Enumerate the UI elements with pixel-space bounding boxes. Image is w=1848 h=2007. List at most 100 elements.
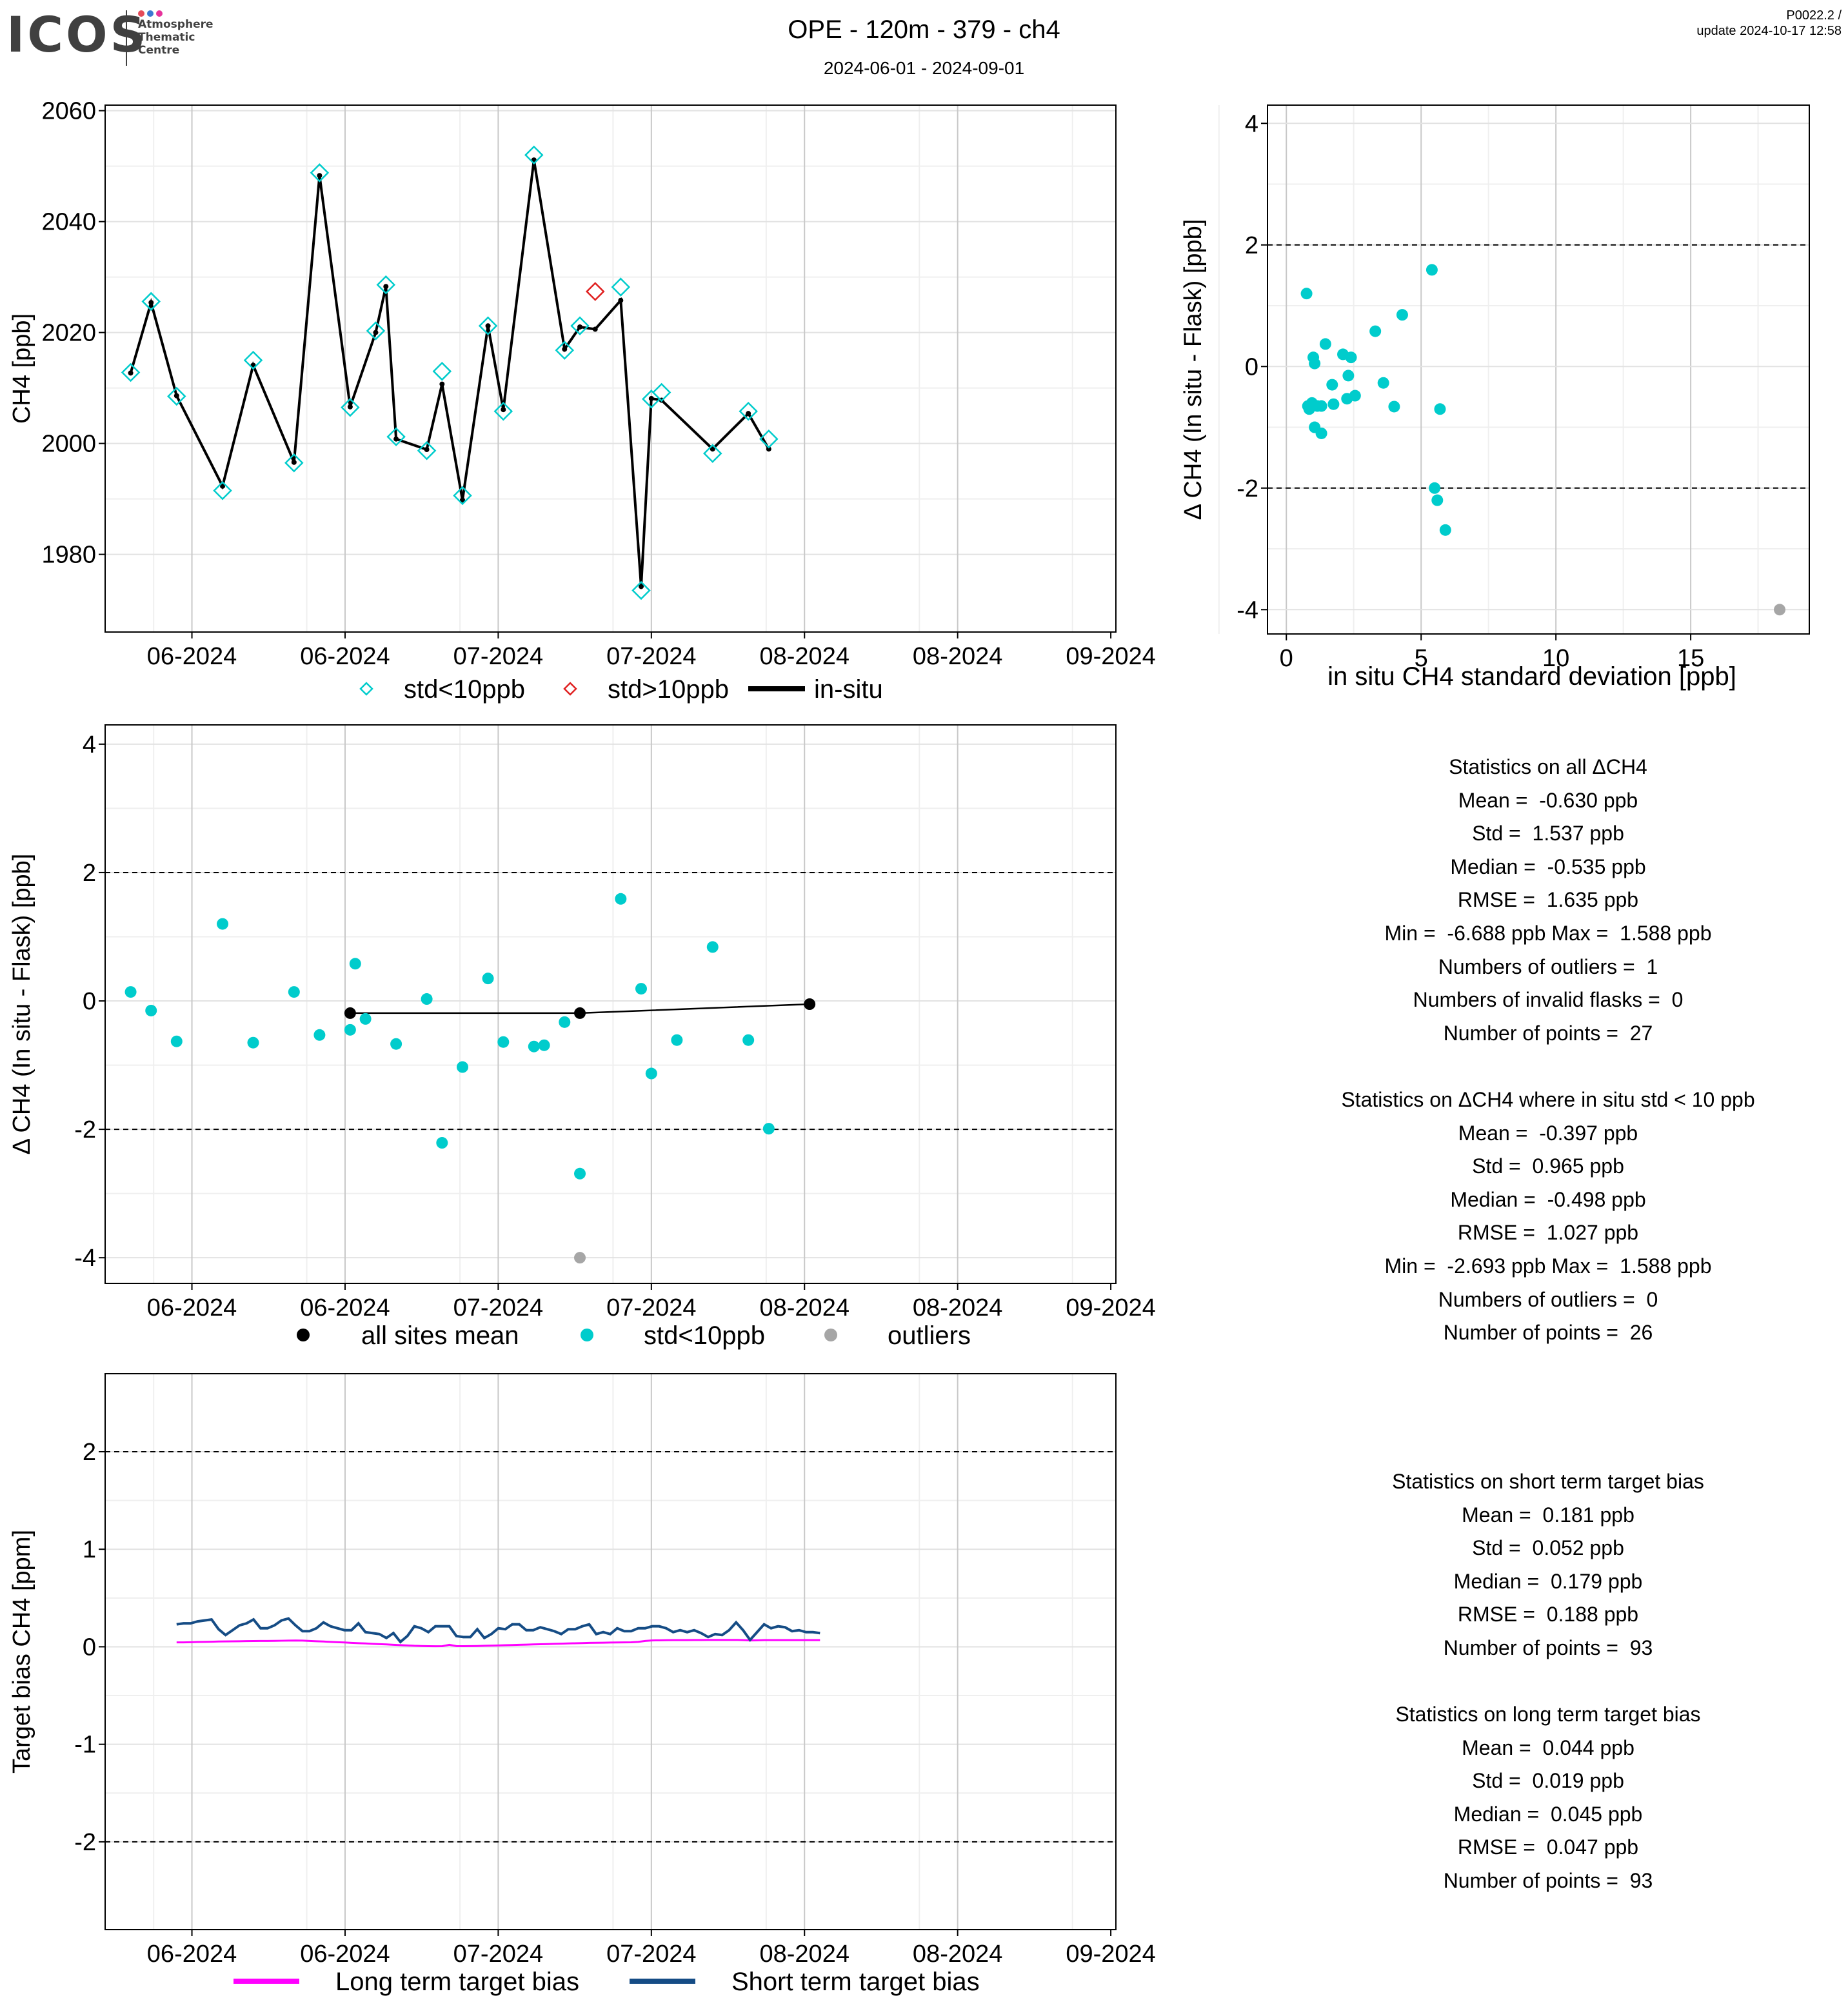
stats-all-delta: Statistics on all ΔCH4 Mean = -0.630 ppb…	[1226, 751, 1848, 1050]
scatter-point	[1309, 357, 1321, 370]
x-tick-label: 08-2024	[760, 643, 849, 670]
flask-point	[478, 316, 498, 336]
insitu-point	[577, 324, 583, 330]
plot-frame	[104, 724, 1117, 1284]
scatter-point	[1300, 288, 1313, 300]
stats-line: Number of points = 93	[1443, 1636, 1653, 1659]
stats-line: Numbers of invalid flasks = 0	[1413, 988, 1684, 1012]
flask-point	[284, 453, 304, 473]
stats-line: Statistics on all ΔCH4	[1449, 755, 1647, 778]
delta-timeseries-plot: 06-2024 06-2024 07-2024 07-2024 08-2024 08-20…	[8, 724, 1156, 1350]
stats-line: Statistics on long term target bias	[1395, 1703, 1701, 1726]
y-axis-label: Δ CH4 (In situ - Flask) [ppb]	[8, 854, 35, 1155]
flask-point	[432, 362, 452, 381]
y-axis-label: Target bias CH4 [ppm]	[8, 1530, 35, 1774]
y-tick-label: -4	[74, 1245, 96, 1272]
delta-point	[359, 1013, 372, 1025]
stats-line: Mean = 0.181 ppb	[1462, 1503, 1634, 1527]
page-title: OPE - 120m - 379 - ch4	[788, 15, 1060, 44]
date-range-subtitle: 2024-06-01 - 2024-09-01	[823, 58, 1025, 78]
delta-point	[124, 986, 137, 998]
delta-point	[436, 1137, 448, 1149]
legend-label: std<10ppb	[404, 675, 525, 704]
insitu-point	[766, 446, 771, 452]
stats-line: Number of points = 27	[1443, 1021, 1653, 1045]
insitu-point	[459, 497, 465, 503]
flask-point	[524, 145, 544, 165]
flask-point	[739, 401, 758, 421]
all-sites-mean-point	[344, 1007, 356, 1019]
outlier-point	[574, 1252, 586, 1264]
flask-point	[631, 580, 651, 600]
x-tick-label: 07-2024	[606, 643, 696, 670]
delta-vs-std-scatter: 0 5 10 15 -4 -2 0 2 4 in situ CH4 standard deviat…	[1180, 104, 1810, 691]
insitu-point	[317, 173, 323, 179]
legend-label: std>10ppb	[608, 675, 729, 704]
y-tick-label: 0	[83, 1634, 96, 1661]
legend-label: outliers	[888, 1321, 971, 1350]
scatter-point	[1315, 427, 1327, 439]
flask-point	[493, 401, 513, 421]
stats-line: Mean = 0.044 ppb	[1462, 1735, 1634, 1759]
x-tick-label: 06-2024	[300, 643, 390, 670]
stats-line: Std = 0.965 ppb	[1472, 1154, 1624, 1178]
stats-line: Median = 0.045 ppb	[1453, 1802, 1643, 1826]
delta-point	[559, 1016, 571, 1028]
stats-line: Statistics on short term target bias	[1392, 1470, 1704, 1493]
scatter-point	[1396, 309, 1408, 321]
x-tick-label: 0	[1280, 645, 1293, 672]
y-axis-label: CH4 [ppb]	[8, 313, 35, 424]
x-tick-label: 08-2024	[913, 643, 1002, 670]
logo-subtext: Atmosphere Thematic Centre	[138, 18, 214, 57]
stats-line: Numbers of outliers = 0	[1438, 1287, 1658, 1311]
version-info: P0022.2 / update 2024-10-17 12:58	[1696, 8, 1842, 39]
x-tick-label: 10	[1542, 645, 1569, 672]
flask-point	[651, 382, 671, 402]
insitu-point	[638, 584, 644, 589]
insitu-point	[746, 411, 751, 417]
stats-line: Median = -0.535 ppb	[1450, 855, 1646, 878]
legend-key-outliers	[824, 1329, 837, 1341]
insitu-point	[174, 393, 179, 399]
ch4-timeseries-plot: 06-2024 06-2024 07-2024 07-2024 08-2024 08-20…	[8, 98, 1156, 704]
insitu-point	[592, 326, 598, 332]
stats-line: Mean = -0.630 ppb	[1458, 788, 1638, 812]
stats-std-lt-10: Statistics on ΔCH4 where in situ std < 1…	[1226, 1083, 1848, 1350]
y-tick-label: 2060	[41, 98, 96, 125]
legend-label: in-situ	[814, 675, 883, 704]
insitu-point	[220, 483, 226, 489]
legend-key-std-lt-10	[359, 682, 373, 696]
y-tick-label: 2020	[41, 320, 96, 347]
y-tick-label: 1	[83, 1536, 96, 1563]
flask-point	[376, 275, 396, 295]
flask-point	[703, 444, 722, 463]
x-tick-label: 08-2024	[913, 1294, 1002, 1321]
flask-point	[570, 316, 590, 336]
x-tick-label: 07-2024	[453, 1294, 543, 1321]
y-tick-label: 2040	[41, 209, 96, 236]
legend-label: Short term target bias	[731, 1968, 980, 1996]
x-tick-label: 07-2024	[606, 1941, 696, 1968]
delta-point	[762, 1123, 775, 1135]
x-tick-label: 15	[1677, 645, 1704, 672]
stats-line: Median = -0.498 ppb	[1450, 1187, 1646, 1211]
y-tick-label: -4	[1237, 597, 1258, 624]
stats-line: RMSE = 1.635 ppb	[1457, 888, 1639, 912]
insitu-point	[128, 370, 134, 376]
y-tick-label: 0	[83, 988, 96, 1015]
x-tick-label: 07-2024	[606, 1294, 696, 1321]
legend-label: Long term target bias	[335, 1968, 579, 1996]
flask-point-high-std	[585, 282, 605, 301]
delta-point	[645, 1067, 657, 1080]
stats-line: RMSE = 1.027 ppb	[1457, 1221, 1639, 1245]
insitu-point	[562, 346, 568, 352]
y-tick-label: 2000	[41, 431, 96, 458]
stats-line: Median = 0.179 ppb	[1453, 1569, 1643, 1593]
scatter-point	[1439, 524, 1451, 536]
insitu-point	[424, 447, 430, 453]
stats-line: Number of points = 93	[1443, 1868, 1653, 1892]
version-line: P0022.2 /	[1786, 8, 1842, 23]
x-tick-label: 09-2024	[1066, 1941, 1155, 1968]
scatter-point	[1429, 482, 1441, 494]
